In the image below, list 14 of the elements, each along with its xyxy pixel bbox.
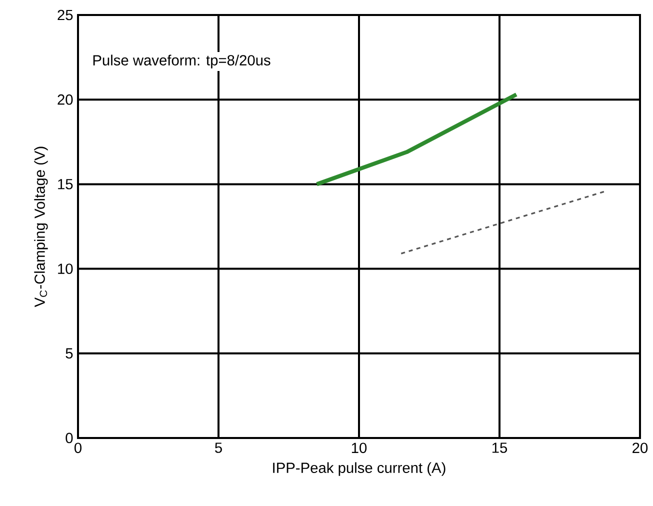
- annotation: Pulse waveform: tp=8/20us: [93, 54, 270, 68]
- y-tick-label: 0: [66, 432, 73, 444]
- y-tick-label: 20: [58, 94, 73, 105]
- x-axis-title: IPP-Peak pulse current (A): [273, 462, 446, 476]
- x-tick-label: 0: [74, 442, 82, 454]
- y-tick-label: 25: [58, 10, 73, 20]
- y-tick-label: 15: [58, 179, 73, 190]
- y-tick-label: 5: [66, 348, 73, 359]
- x-tick-label: 5: [215, 442, 222, 453]
- x-tick-label: 15: [492, 442, 508, 453]
- y-tick-label: 10: [58, 264, 73, 274]
- x-tick-label: 20: [632, 442, 648, 454]
- x-tick-label: 10: [352, 442, 367, 454]
- y-axis-title: V$_{C}$-Clamping Voltage (V): [34, 146, 48, 308]
